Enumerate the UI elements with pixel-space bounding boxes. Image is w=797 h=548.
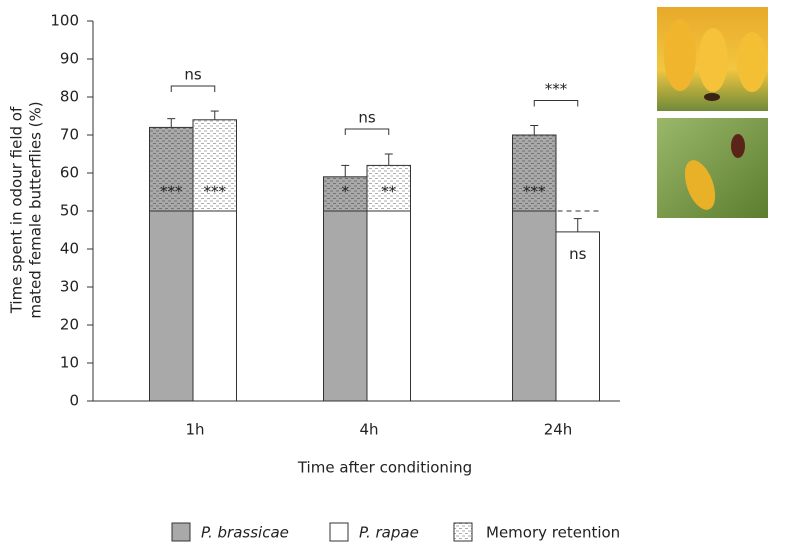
bar	[555, 231, 600, 402]
legend-label: Memory retention	[486, 524, 620, 542]
x-tick-label: 1h	[185, 421, 204, 439]
legend-swatch	[171, 522, 191, 542]
y-tick-label: 30	[60, 278, 79, 296]
y-tick-label: 40	[60, 240, 79, 258]
photo-wasp	[657, 118, 768, 218]
significance-label: *	[342, 183, 350, 201]
photo-eggs	[657, 7, 768, 111]
y-tick-label: 0	[69, 392, 79, 410]
bar-retention	[192, 119, 237, 212]
significance-label: **	[381, 183, 397, 201]
significance-label: ***	[204, 183, 227, 201]
y-tick-label: 60	[60, 164, 79, 182]
group-significance-label: ns	[184, 66, 202, 84]
x-axis-label: Time after conditioning	[297, 459, 472, 477]
group-significance-label: ***	[545, 80, 568, 98]
legend-label: P. rapae	[359, 524, 419, 542]
bar	[512, 210, 557, 402]
y-tick-label: 10	[60, 354, 79, 372]
y-tick-label: 90	[60, 50, 79, 68]
significance-bracket	[344, 128, 390, 135]
bar-retention	[366, 164, 411, 212]
bar	[192, 210, 237, 402]
y-tick-label: 70	[60, 126, 79, 144]
legend-swatch	[329, 522, 349, 542]
bar	[366, 210, 411, 402]
significance-label: ***	[160, 183, 183, 201]
y-tick-label: 100	[50, 12, 79, 30]
group-significance-label: ns	[358, 109, 376, 127]
y-axis-label: Time spent in odour field of mated female…	[8, 101, 45, 318]
significance-bracket	[170, 85, 216, 93]
significance-label: ***	[523, 183, 546, 201]
legend-swatch	[453, 522, 473, 542]
y-tick-label: 80	[60, 88, 79, 106]
y-tick-label: 50	[60, 202, 79, 220]
significance-bracket	[533, 100, 579, 107]
y-tick-label: 20	[60, 316, 79, 334]
legend-label: P. brassicae	[201, 524, 289, 542]
significance-label: ns	[569, 245, 587, 263]
y-axis-label-line: Time spent in odour field of	[8, 106, 26, 314]
y-axis-label-line: mated female butterflies (%)	[27, 101, 45, 318]
bar	[323, 210, 368, 402]
x-tick-label: 4h	[359, 421, 378, 439]
bar	[149, 210, 194, 402]
x-tick-label: 24h	[544, 421, 573, 439]
